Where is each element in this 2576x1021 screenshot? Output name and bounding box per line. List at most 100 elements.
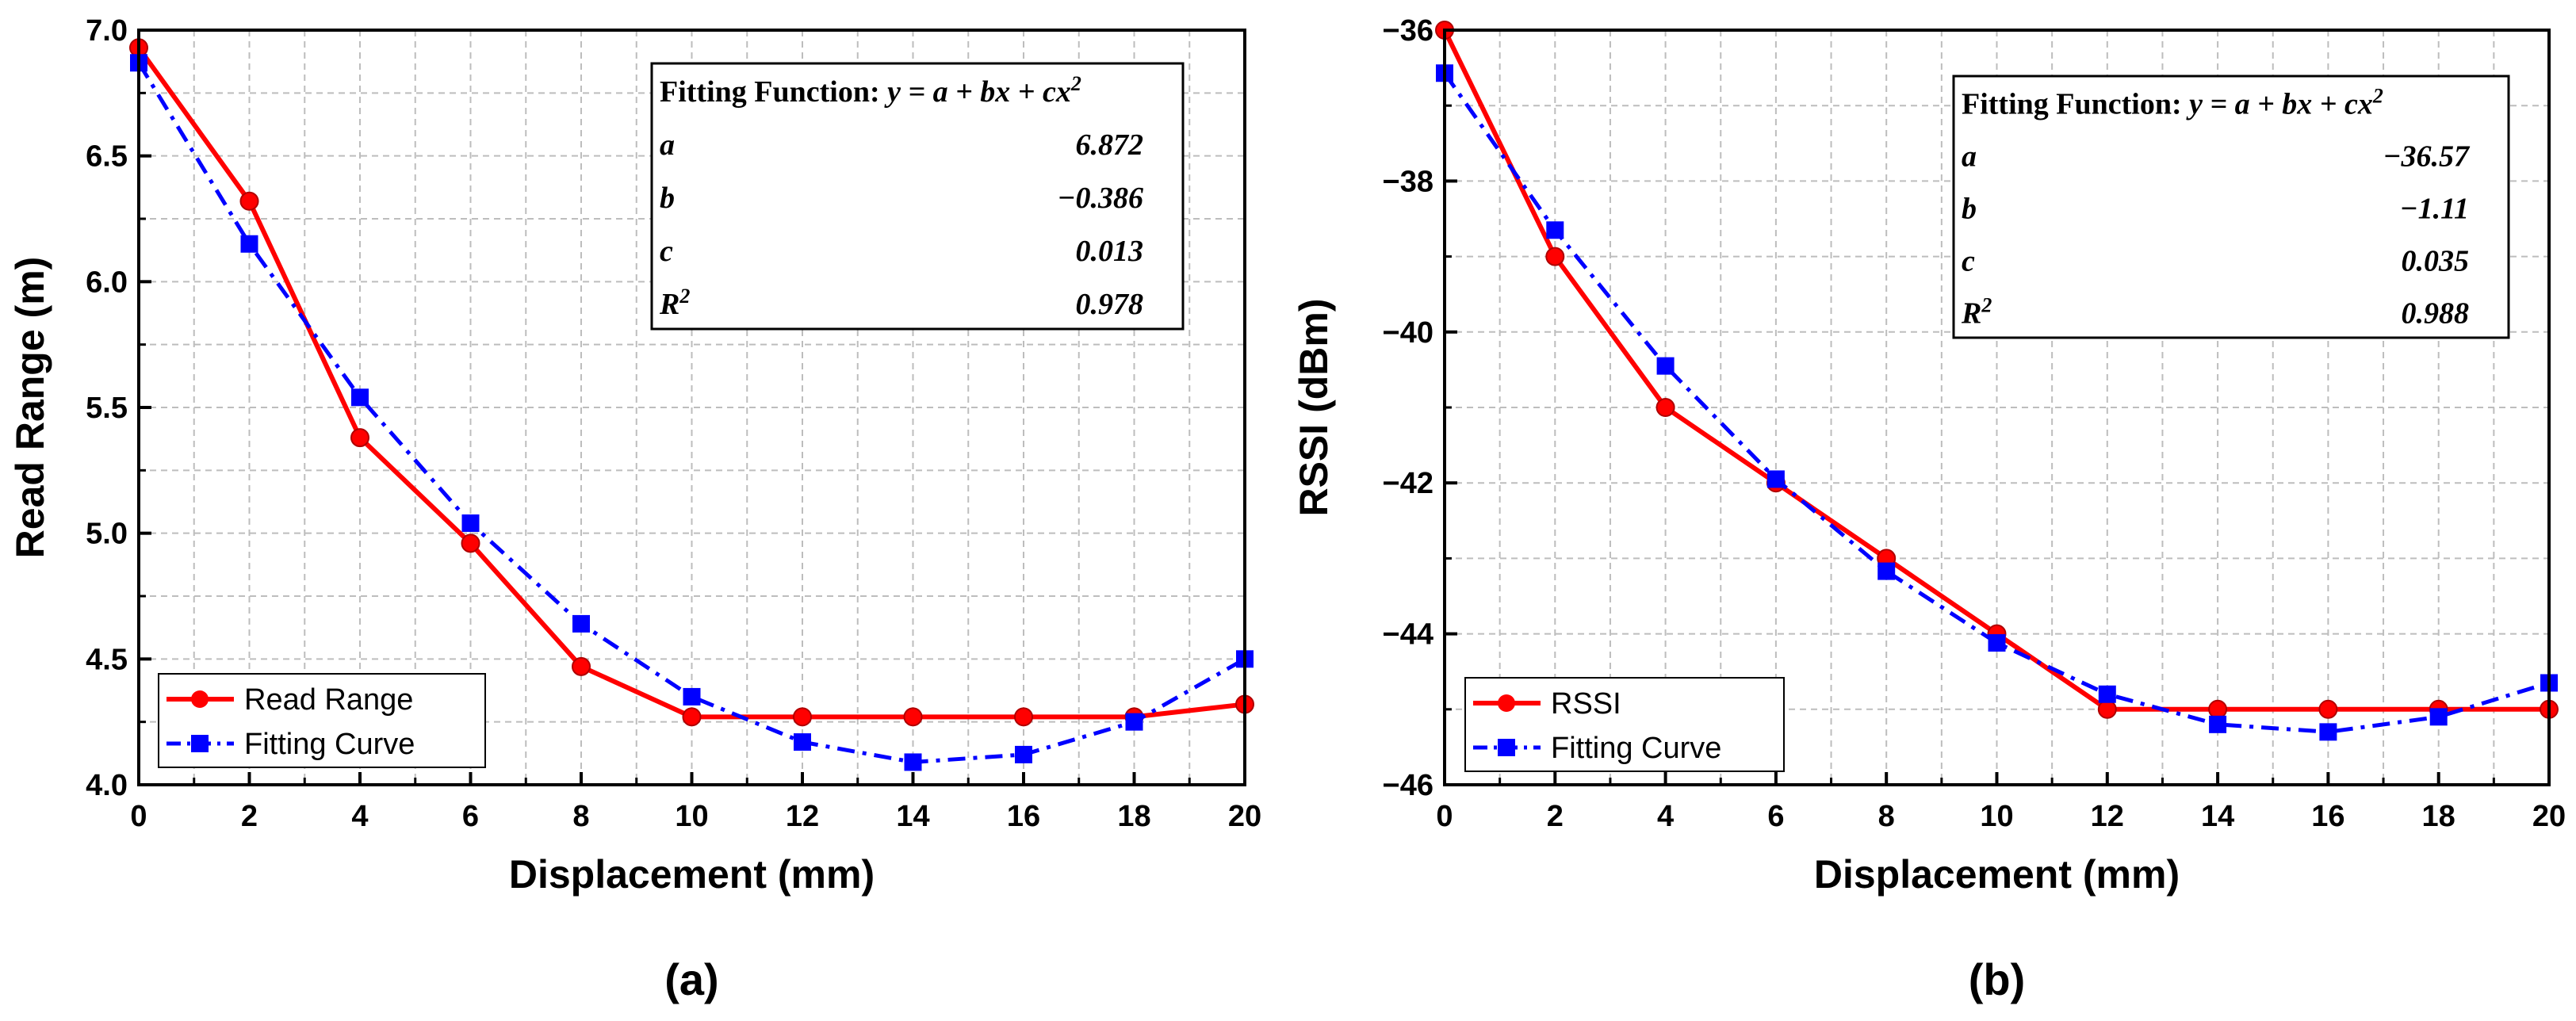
fit-param-name: R [1961, 297, 1981, 331]
x-tick-label: 0 [130, 800, 147, 833]
panel-label-b: (b) [1969, 954, 2026, 1004]
data-point-fit [2429, 708, 2448, 726]
plot-frame-b [1443, 29, 2551, 786]
x-tick-label: 2 [1547, 800, 1564, 833]
fit-formula-superscript: 2 [2372, 85, 2383, 108]
fit-param-label: R2 [1961, 294, 1992, 331]
series-line-fit [1442, 71, 2550, 734]
fit-table-frame [1952, 75, 2510, 339]
data-point-fit [1766, 470, 1785, 488]
data-point-fit [904, 753, 922, 771]
legend-frame [1464, 677, 1785, 772]
data-point-fit [1656, 357, 1675, 375]
y-tick-label: 4.0 [86, 769, 128, 802]
data-point-measured [903, 707, 923, 727]
fit-param-value: 0.978 [1076, 288, 1144, 321]
y-tick-label: 4.5 [86, 643, 128, 676]
data-point-measured [2318, 699, 2338, 719]
fit-param-superscript: 2 [679, 285, 690, 308]
x-tick-label: 4 [1657, 800, 1674, 833]
chart-b: 0 2 4 6 8 10 12 14 16 18 20 −46 −44 −42 −40 −38 −36 Dis… [1292, 14, 2566, 1004]
x-tick-label: 12 [786, 800, 819, 833]
x-tick-label: 8 [1878, 800, 1895, 833]
panel-label-a: (a) [664, 954, 718, 1004]
data-point-fit [2319, 723, 2337, 741]
data-point-fit [1988, 634, 2006, 652]
legend-marker-square [191, 735, 209, 752]
x-tick-label: 14 [2201, 800, 2234, 833]
fit-formula-superscript: 2 [1070, 72, 1081, 95]
y-tick-label: 5.0 [86, 518, 128, 551]
fit-title-label: Fitting Function: [1962, 88, 2189, 121]
y-tick-label: −44 [1383, 618, 1433, 652]
data-point-fit [461, 514, 480, 532]
y-ticks-a: 4.0 4.5 5.0 5.5 6.0 6.5 7.0 [86, 14, 151, 802]
x-tick-label: 16 [2311, 800, 2344, 833]
data-point-measured [793, 707, 812, 727]
fit-param-name: c [1962, 245, 1975, 278]
x-axis-label-a: Displacement (mm) [509, 852, 875, 897]
data-point-fit [683, 687, 701, 706]
data-point-fit [1015, 745, 1032, 763]
y-tick-label: −40 [1383, 316, 1433, 350]
data-point-measured [2208, 699, 2228, 719]
y-tick-label: 7.0 [86, 14, 128, 48]
y-tick-label: 6.5 [86, 140, 128, 174]
fit-param-label: R2 [659, 285, 690, 321]
x-tick-label: 16 [1007, 800, 1040, 833]
plot-frame-a [137, 29, 1246, 786]
x-tick-label: 10 [1980, 800, 2013, 833]
fit-param-name: R [659, 288, 679, 321]
fit-param-label: b [660, 182, 675, 215]
x-tick-label: 4 [351, 800, 368, 833]
series-b [1435, 21, 2559, 741]
legend-entry-label: RSSI [1551, 687, 1621, 721]
y-tick-label: −46 [1383, 769, 1433, 802]
fit-title-label: Fitting Function: [660, 75, 887, 109]
y-tick-label: 6.0 [86, 266, 128, 299]
fit-param-value: 0.013 [1076, 235, 1144, 268]
y-axis-label-b: RSSI (dBm) [1292, 299, 1336, 517]
data-point-fit [1546, 221, 1564, 239]
fit-param-label: c [660, 235, 673, 268]
data-point-fit [351, 388, 369, 407]
data-point-fit [1125, 713, 1143, 731]
fit-param-label: a [660, 128, 675, 162]
fit-param-name: a [660, 128, 675, 162]
legend-entry-label: Read Range [244, 683, 413, 717]
x-tick-label: 6 [1767, 800, 1784, 833]
x-tick-label: 18 [2422, 800, 2455, 833]
legend-marker-circle [1498, 694, 1515, 712]
fit-title: Fitting Function: y = a + bx + cx2 [1962, 85, 2383, 121]
data-point-measured [350, 428, 369, 448]
y-axis-label-a: Read Range (m) [8, 257, 52, 559]
data-point-measured [1014, 707, 1033, 727]
data-point-fit [2098, 685, 2116, 703]
fit-table-frame [650, 62, 1185, 331]
x-axis-label-b: Displacement (mm) [1814, 852, 2180, 897]
x-tick-label: 10 [675, 800, 708, 833]
y-tick-label: −36 [1383, 14, 1433, 48]
fit-formula: y = a + bx + cx [2186, 88, 2373, 121]
legend-b: RSSI Fitting Curve [1464, 677, 1785, 772]
fit-param-label: b [1962, 193, 1977, 226]
legend-entry-label: Fitting Curve [1551, 732, 1721, 765]
data-point-measured [1545, 247, 1565, 266]
data-point-measured [1655, 398, 1675, 417]
legend-frame [158, 673, 486, 768]
x-tick-label: 14 [896, 800, 929, 833]
x-tick-label: 20 [1228, 800, 1261, 833]
x-tick-label: 0 [1436, 800, 1453, 833]
legend-marker-circle [191, 690, 209, 708]
data-point-measured [239, 191, 259, 211]
fit-param-superscript: 2 [1981, 294, 1992, 317]
fit-param-name: b [1962, 193, 1977, 226]
data-point-fit [240, 235, 258, 253]
data-point-measured [461, 533, 480, 553]
fit-param-name: c [660, 235, 673, 268]
x-ticks-a: 0 2 4 6 8 10 12 14 16 18 20 [130, 772, 1261, 833]
x-tick-label: 2 [241, 800, 258, 833]
